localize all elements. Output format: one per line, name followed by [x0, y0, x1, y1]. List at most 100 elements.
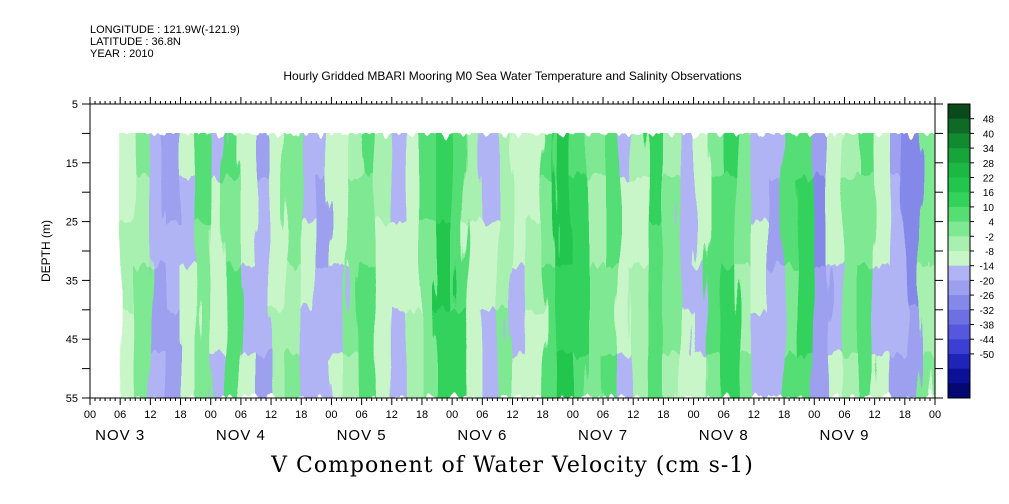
heatmap-cell [330, 221, 348, 267]
heatmap-cell [798, 177, 816, 223]
heatmap-cell [586, 309, 605, 355]
heatmap-cell [692, 265, 710, 311]
colorbar-label: -20 [980, 276, 995, 287]
heatmap-cell [466, 221, 484, 267]
colorbar-swatch [948, 295, 970, 311]
heatmap-cell [239, 353, 257, 398]
heatmap-cell [918, 133, 935, 178]
heatmap-cell [692, 309, 710, 355]
heatmap-cell [270, 309, 288, 355]
heatmap-cell [571, 353, 589, 398]
heatmap-cell [647, 177, 665, 223]
heatmap-cell [224, 133, 242, 178]
heatmap-cell [632, 265, 650, 311]
date-label: NOV 7 [578, 427, 628, 444]
heatmap-cell [828, 309, 846, 355]
heatmap-cell [722, 177, 740, 223]
y-tick-label: 45 [66, 334, 78, 346]
heatmap-cell [496, 177, 514, 223]
y-tick-label: 5 [72, 99, 78, 111]
heatmap-cell [783, 133, 801, 178]
x-tick-label: 12 [386, 409, 398, 421]
x-tick-label: 12 [506, 409, 518, 421]
heatmap-cell [526, 133, 544, 178]
heatmap-cell [662, 133, 680, 178]
heatmap-cell [330, 309, 348, 355]
heatmap-cell [783, 221, 801, 267]
x-tick-label: 00 [567, 409, 579, 421]
heatmap-cell [541, 353, 559, 398]
heatmap-cell [436, 221, 454, 267]
heatmap-cell [677, 177, 695, 223]
heatmap-cell [873, 353, 891, 398]
heatmap-cell [707, 221, 725, 267]
heatmap-cell [647, 221, 665, 267]
heatmap-cell [164, 177, 182, 223]
heatmap-cell [888, 133, 906, 178]
colorbar-label: 22 [983, 174, 995, 185]
colorbar-swatch [948, 162, 970, 178]
heatmap-cell [194, 133, 212, 178]
heatmap-cell [586, 177, 605, 223]
heatmap-cell [677, 265, 695, 311]
x-tick-label: 18 [537, 409, 549, 421]
heatmap-cell [798, 265, 816, 311]
heatmap-cell [858, 133, 876, 178]
x-tick-label: 00 [205, 409, 217, 421]
heatmap-cell [768, 353, 786, 398]
colorbar-swatch [948, 339, 970, 355]
heatmap-cell [224, 265, 242, 311]
heatmap-cell [813, 353, 831, 398]
heatmap-cell [843, 133, 861, 178]
heatmap-cell [390, 133, 408, 178]
x-axis-label: V Component of Water Velocity (cm s-1) [271, 453, 754, 478]
heatmap-cell [768, 133, 786, 178]
heatmap-cell [541, 177, 559, 223]
heatmap-cell [647, 309, 665, 355]
heatmap-cell [858, 221, 876, 267]
heatmap-cell [677, 309, 695, 355]
heatmap-cell [239, 177, 257, 223]
heatmap-cell [526, 177, 544, 223]
colorbar-label: -14 [980, 262, 995, 273]
y-axis-label: DEPTH (m) [39, 220, 53, 282]
heatmap-cell [119, 265, 137, 311]
heatmap-cell [768, 221, 786, 267]
heatmap-cell [662, 309, 680, 355]
colorbar-swatch [948, 368, 970, 384]
heatmap-cell [752, 265, 771, 311]
heatmap-cell [903, 133, 921, 178]
heatmap-cell [737, 353, 755, 398]
heatmap-cell [375, 309, 393, 355]
heatmap-cell [179, 133, 197, 178]
date-label: NOV 6 [457, 427, 507, 444]
heatmap-cell [360, 221, 378, 267]
heatmap-cell [858, 309, 876, 355]
colorbar-label: 34 [983, 144, 995, 155]
heatmap-cell [602, 353, 620, 398]
heatmap-cell [828, 353, 846, 398]
heatmap-cell [436, 133, 454, 178]
heatmap-cell [164, 309, 182, 355]
x-tick-label: 18 [657, 409, 669, 421]
heatmap-cell [662, 221, 680, 267]
heatmap-cell [285, 265, 303, 311]
colorbar-label: 40 [983, 129, 995, 140]
heatmap-cell [677, 353, 695, 398]
heatmap-cell [209, 309, 227, 355]
heatmap-cell [752, 353, 771, 398]
heatmap-cell [134, 133, 152, 178]
heatmap-cell [315, 309, 333, 355]
heatmap-cell [737, 133, 755, 178]
heatmap-cell [677, 133, 695, 178]
heatmap-cell [526, 221, 544, 267]
colorbar-swatch [948, 251, 970, 267]
heatmap-cell [481, 309, 499, 355]
heatmap-cell [632, 309, 650, 355]
heatmap-cell [737, 221, 755, 267]
colorbar-label: -50 [980, 350, 995, 361]
heatmap-cell [436, 353, 454, 398]
heatmap-cell [420, 265, 439, 311]
heatmap-cell [330, 265, 348, 311]
heatmap-cell [511, 177, 529, 223]
